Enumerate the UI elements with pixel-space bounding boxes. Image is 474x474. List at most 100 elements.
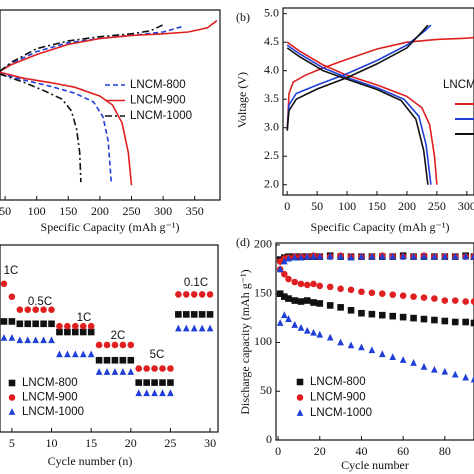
marker-triangle: [198, 324, 206, 332]
marker-square: [175, 311, 182, 318]
marker-triangle: [297, 323, 305, 331]
marker-triangle: [206, 324, 214, 332]
marker-triangle: [175, 324, 182, 332]
marker-square: [316, 300, 324, 307]
x-axis-label: Cycle number: [341, 458, 409, 472]
marker-circle: [72, 322, 79, 330]
x-tick-label: 150: [59, 204, 77, 218]
marker-circle: [198, 291, 206, 298]
marker-triangle: [358, 252, 365, 260]
x-tick-label: 40: [355, 444, 367, 458]
marker-square: [87, 328, 95, 336]
marker-triangle: [431, 365, 438, 373]
marker-triangle: [103, 368, 111, 375]
marker-square: [32, 320, 39, 328]
marker-square: [358, 309, 365, 317]
marker-circle: [281, 270, 288, 278]
marker-triangle: [111, 368, 119, 375]
marker-triangle: [167, 389, 174, 397]
marker-triangle: [410, 359, 417, 366]
marker-square: [111, 356, 119, 364]
marker-triangle: [8, 408, 16, 415]
legend-label: LNCM-900: [310, 392, 366, 404]
marker-circle: [135, 365, 143, 372]
legend-label: LNCM-900: [130, 95, 186, 107]
curve: [0, 25, 183, 72]
curve: [286, 24, 429, 131]
x-tick-label: 60: [397, 444, 409, 458]
marker-square: [206, 311, 214, 318]
x-tick-label: 25: [164, 436, 176, 450]
x-tick-label: 20: [314, 444, 326, 458]
marker-square: [410, 314, 417, 322]
y-tick-label: 4.5: [264, 34, 279, 48]
marker-square: [127, 356, 135, 364]
marker-square: [431, 316, 438, 324]
marker-circle: [175, 291, 182, 298]
marker-square: [8, 379, 16, 387]
marker-triangle: [281, 311, 288, 319]
marker-triangle: [159, 389, 166, 397]
curve: [286, 41, 438, 185]
y-tick-label: 0: [266, 432, 272, 446]
marker-circle: [151, 365, 158, 372]
marker-square: [310, 299, 317, 306]
marker-circle: [167, 365, 174, 372]
plot-frame: [0, 244, 219, 433]
marker-triangle: [276, 319, 284, 326]
marker-triangle: [326, 252, 334, 260]
legend-label: LNCM-1000: [310, 407, 372, 419]
marker-circle: [8, 394, 16, 401]
x-tick-label: 50: [0, 204, 11, 218]
y-tick-label: 200: [254, 237, 272, 251]
x-axis-label: Cycle number (n): [48, 454, 133, 468]
marker-square: [24, 320, 32, 328]
marker-triangle: [337, 252, 344, 260]
marker-circle: [296, 394, 304, 401]
marker-triangle: [368, 252, 376, 260]
marker-triangle: [190, 324, 198, 332]
marker-triangle: [337, 338, 344, 346]
marker-circle: [119, 341, 127, 349]
marker-square: [470, 319, 474, 327]
panel-label: (b): [236, 10, 250, 24]
marker-square: [198, 311, 206, 318]
marker-circle: [143, 365, 150, 372]
marker-triangle: [431, 252, 438, 260]
curve: [0, 72, 113, 183]
y-tick-label: 150: [254, 285, 272, 299]
marker-circle: [451, 297, 459, 304]
marker-circle: [462, 298, 469, 305]
marker-triangle: [285, 254, 292, 262]
marker-triangle: [24, 336, 32, 344]
marker-square: [40, 320, 47, 328]
marker-triangle: [389, 353, 397, 361]
x-tick-label: 300: [458, 199, 474, 213]
marker-square: [135, 379, 143, 386]
marker-circle: [297, 280, 305, 288]
marker-circle: [303, 281, 311, 289]
marker-square: [151, 379, 158, 386]
marker-triangle: [285, 315, 292, 322]
y-tick-label: 2.0: [264, 176, 279, 190]
marker-circle: [470, 298, 474, 305]
marker-circle: [48, 306, 55, 313]
marker-triangle: [399, 252, 407, 260]
marker-triangle: [119, 368, 127, 375]
legend-label: LNCM-800: [130, 79, 186, 91]
marker-triangle: [470, 375, 474, 383]
x-tick-label: 5: [9, 436, 15, 450]
marker-circle: [24, 306, 32, 313]
marker-square: [326, 302, 334, 309]
marker-square: [303, 297, 311, 304]
x-tick-label: 0: [275, 444, 281, 458]
x-tick-label: 200: [91, 204, 109, 218]
marker-square: [182, 311, 190, 318]
marker-triangle: [56, 350, 63, 358]
marker-triangle: [368, 346, 376, 354]
marker-circle: [111, 341, 119, 349]
marker-triangle: [378, 252, 386, 260]
marker-circle: [291, 278, 299, 286]
marker-circle: [337, 285, 344, 293]
